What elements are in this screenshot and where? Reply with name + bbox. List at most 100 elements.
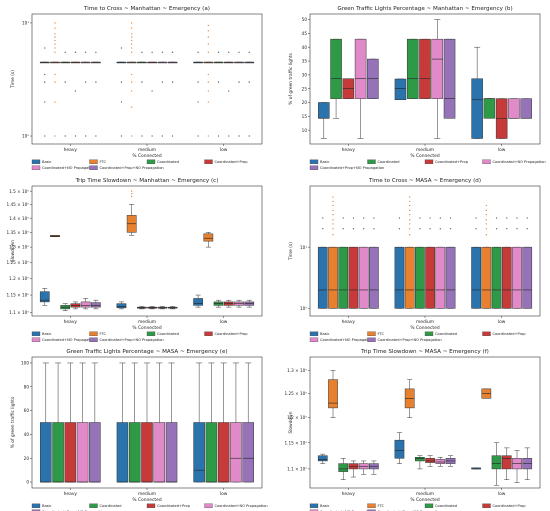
box-coordinated_prop_no_prop (443, 38, 456, 119)
legend-swatch-coordinated (424, 503, 434, 508)
x-tick-label: medium (416, 319, 434, 325)
legend-swatch-coordinated_prop (424, 159, 434, 164)
legend-label-coordinated_prop_no_prop: Coordinated+Prop+NO Propagation (100, 166, 164, 170)
legend-label-basic: Basic (320, 160, 330, 164)
y-tick-label: 1.45 × 10⁰ (6, 202, 29, 207)
flier-point (352, 228, 355, 230)
flier-point (248, 51, 250, 53)
x-axis-label: % Connected (132, 325, 161, 331)
flier-point (475, 228, 477, 230)
legend-swatch-coordinated_no_prop (31, 337, 41, 342)
box-basic (193, 422, 205, 483)
flier-point (44, 135, 46, 137)
y-axis-label: Slowdown (10, 240, 16, 262)
box-coordinated_no_prop (435, 459, 446, 464)
box-coordinated (205, 422, 218, 483)
y-tick-label: 10¹ (300, 245, 307, 250)
flier-point (409, 209, 411, 211)
flier-point (332, 223, 334, 225)
legend: Basic Coordinated Coordinated+Prop Coordina… (309, 159, 546, 170)
flier-point (409, 234, 411, 236)
box-coordinated (330, 38, 342, 99)
box-coordinated_no_prop (358, 246, 369, 309)
flier-point (439, 217, 441, 219)
legend-swatch-basic (31, 331, 41, 336)
flier-point (475, 217, 477, 219)
legend-swatch-ftc (89, 159, 98, 164)
flier-point (322, 217, 324, 219)
flier-point (151, 51, 153, 53)
box-coordinated_prop (64, 422, 77, 483)
legend-swatch-coordinated (146, 331, 156, 336)
flier-point (332, 214, 334, 216)
legend: Basic FTC Coordinated Coordinated+Prop Coord… (309, 331, 527, 342)
legend-label-coordinated_prop: Coordinated+Prop (157, 504, 191, 508)
legend-label-coordinated_no_prop: Coordinated+NO Propagation (42, 338, 95, 342)
legend-swatch-coordinated_prop (204, 331, 213, 336)
flier-point (161, 135, 163, 137)
box-coordinated_no_prop (76, 422, 89, 483)
legend-swatch-coordinated_prop_no_prop (367, 509, 376, 511)
box-coordinated_prop (425, 458, 435, 463)
flier-point (54, 47, 56, 49)
legend-label-coordinated_prop: Coordinated+Prop (493, 504, 527, 508)
y-tick-label: 1.2 × 10⁰ (9, 276, 29, 281)
y-tick-label: 1.1 × 10⁰ (287, 467, 307, 472)
box-coordinated_prop_no_prop (165, 422, 178, 483)
flier-point (64, 51, 66, 53)
y-tick-label: 40 (302, 45, 308, 50)
legend-label-coordinated_no_prop: Coordinated+NO Propagation (493, 160, 546, 164)
box-coordinated_prop_no_prop (522, 246, 533, 309)
x-tick-label: heavy (64, 491, 78, 497)
chart-panel-f: Trip Time Slowdown ~ MASA ~ Emergency (f… (284, 349, 541, 511)
y-tick-label: 1.25 × 10⁰ (284, 391, 307, 396)
y-tick-label: 40 (24, 432, 30, 437)
flier-point (141, 81, 143, 83)
legend-swatch-coordinated_prop (482, 331, 491, 336)
flier-point (207, 81, 209, 83)
flier-point (131, 73, 133, 76)
flier-point (64, 81, 66, 83)
legend-swatch-basic (309, 159, 319, 164)
flier-point (332, 219, 334, 221)
legend-label-basic: Basic (42, 160, 52, 164)
box-ftc (328, 379, 338, 409)
flier-point (322, 228, 324, 230)
flier-point (409, 200, 411, 203)
y-tick-label: 1.5 × 10⁰ (9, 189, 29, 194)
y-tick-label: 25 (302, 86, 308, 91)
flier-point (373, 217, 375, 219)
flier-point (485, 209, 487, 211)
y-tick-label: 35 (302, 59, 308, 64)
flier-point (131, 135, 133, 137)
flier-point (141, 51, 143, 53)
box-coordinated (52, 422, 64, 483)
flier-point (171, 51, 174, 53)
flier-point (449, 217, 452, 219)
box-coordinated_no_prop (354, 38, 367, 99)
box-ftc (481, 246, 492, 309)
flier-point (429, 217, 431, 219)
flier-point (54, 43, 56, 45)
flier-point (44, 81, 46, 83)
flier-point (85, 81, 87, 83)
flier-point (228, 90, 230, 92)
legend-swatch-coordinated_no_prop (309, 509, 319, 511)
flier-point (44, 101, 46, 103)
legend-swatch-coordinated_prop_no_prop (31, 509, 41, 511)
legend-swatch-coordinated_no_prop (309, 337, 319, 342)
box-coordinated (406, 38, 419, 99)
flier-point (363, 228, 365, 230)
x-tick-label: heavy (342, 147, 356, 153)
x-tick-label: low (498, 147, 506, 153)
y-tick-label: 0 (26, 480, 29, 485)
legend-swatch-coordinated (367, 159, 376, 164)
box-basic (193, 298, 203, 306)
legend-label-coordinated_prop: Coordinated+Prop (493, 332, 527, 336)
y-tick-label: 1.3 × 10⁰ (9, 245, 29, 250)
legend-swatch-ftc (89, 331, 98, 336)
flier-point (120, 47, 123, 49)
box-coordinated (491, 246, 502, 309)
box-basic (116, 422, 129, 483)
legend-label-ftc: FTC (378, 332, 385, 336)
